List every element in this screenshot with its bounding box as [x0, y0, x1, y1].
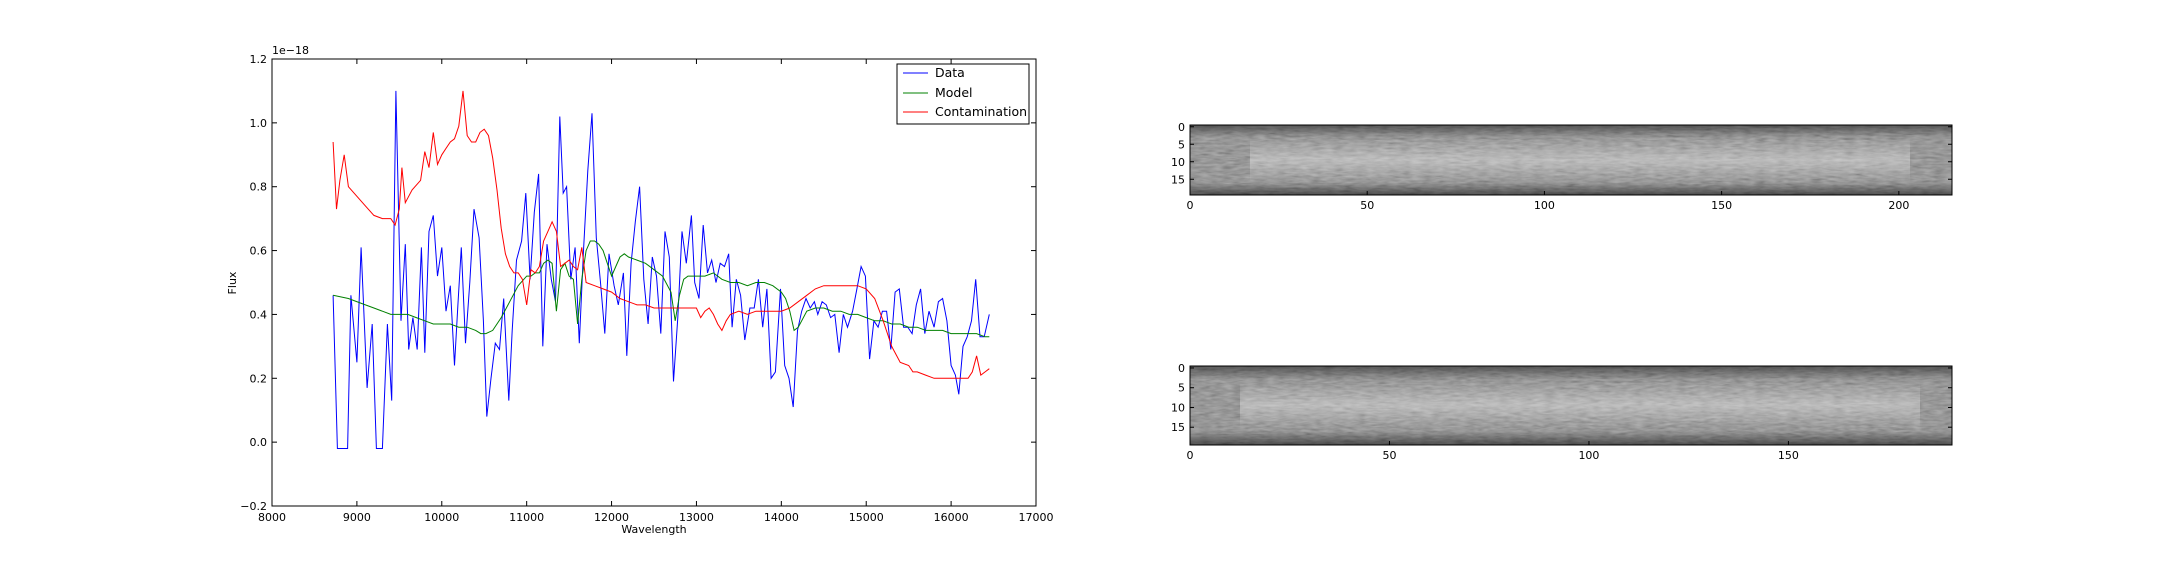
series-line-contamination [332, 90, 990, 379]
y-axis-label: Flux [226, 271, 239, 294]
legend-label-contamination: Contamination [935, 104, 1027, 119]
spectrum-image-bottom: 0 50 100 150 0 5 10 15 [1171, 362, 1953, 462]
series-line-model [332, 240, 990, 338]
image-top-x-tick-label: 50 [1360, 199, 1374, 212]
y-tick-label: 0.2 [250, 372, 268, 385]
y-tick-label: 0.0 [250, 436, 268, 449]
legend-label-data: Data [935, 65, 965, 80]
y-tick-label: −0.2 [240, 500, 267, 513]
image-top-x-ticks: 0 50 100 150 200 [1187, 191, 1909, 212]
x-tick-label: 15000 [849, 511, 884, 524]
legend-box [896, 63, 1030, 125]
x-axis-label: Wavelength [621, 523, 686, 536]
legend: Data Model Contamination [896, 63, 1030, 125]
image-bottom-x-tick-label: 150 [1778, 449, 1799, 462]
image-bottom-y-tick-label: 15 [1171, 421, 1185, 434]
x-axis-ticks: 8000 9000 10000 11000 12000 13000 14000 15000 16… [258, 59, 1054, 524]
series-lines [332, 90, 990, 449]
image-top-y-tick-label: 5 [1178, 138, 1185, 151]
legend-entry-data: Data [903, 65, 965, 80]
x-tick-label: 12000 [594, 511, 629, 524]
image-top-frame [1189, 124, 1953, 196]
image-top-x-tick-label: 150 [1711, 199, 1732, 212]
x-tick-label: 13000 [679, 511, 714, 524]
x-tick-label: 9000 [343, 511, 371, 524]
y-tick-label: 1.0 [250, 117, 268, 130]
series-line-data [332, 90, 990, 449]
image-top-x-tick-label: 200 [1888, 199, 1909, 212]
image-bottom-x-tick-label: 100 [1578, 449, 1599, 462]
plot-area [271, 58, 1037, 507]
y-tick-label: 1.2 [250, 53, 268, 66]
x-tick-label: 16000 [934, 511, 969, 524]
y-tick-label: 0.6 [250, 245, 268, 258]
x-tick-label: 17000 [1019, 511, 1054, 524]
y-offset-text: 1e−18 [272, 44, 309, 57]
y-tick-label: 0.8 [250, 181, 268, 194]
legend-entry-contamination: Contamination [903, 104, 1027, 119]
x-tick-label: 8000 [258, 511, 286, 524]
y-axis-ticks: −0.2 0.0 0.2 0.4 0.6 0.8 1.0 1.2 [240, 53, 1036, 513]
x-tick-label: 11000 [509, 511, 544, 524]
image-bottom-y-tick-label: 5 [1178, 382, 1185, 395]
image-bottom-x-tick-label: 50 [1382, 449, 1396, 462]
legend-entry-model: Model [903, 85, 973, 100]
image-bottom-x-ticks: 0 50 100 150 [1187, 441, 1799, 462]
image-top-y-tick-label: 10 [1171, 156, 1185, 169]
image-top-y-ticks: 0 5 10 15 [1171, 121, 1952, 186]
spectrum-plot: 8000 9000 10000 11000 12000 13000 14000 15000 16… [226, 44, 1054, 536]
image-bottom-y-tick-label: 10 [1171, 401, 1185, 414]
image-bottom-frame [1189, 365, 1953, 446]
spectrum-image-top: 0 50 100 150 200 0 5 10 15 [1171, 121, 1953, 212]
image-top-x-tick-label: 0 [1187, 199, 1194, 212]
image-bottom-y-ticks: 0 5 10 15 [1171, 362, 1952, 434]
y-tick-label: 0.4 [250, 308, 268, 321]
image-top-y-tick-label: 0 [1178, 121, 1185, 134]
x-tick-label: 14000 [764, 511, 799, 524]
image-top-edges [1190, 125, 1952, 195]
image-bottom-x-tick-label: 0 [1187, 449, 1194, 462]
image-bottom-edges [1190, 366, 1952, 445]
image-top-x-tick-label: 100 [1534, 199, 1555, 212]
legend-label-model: Model [935, 85, 973, 100]
image-top-y-tick-label: 15 [1171, 173, 1185, 186]
image-bottom-y-tick-label: 0 [1178, 362, 1185, 375]
x-tick-label: 10000 [424, 511, 459, 524]
